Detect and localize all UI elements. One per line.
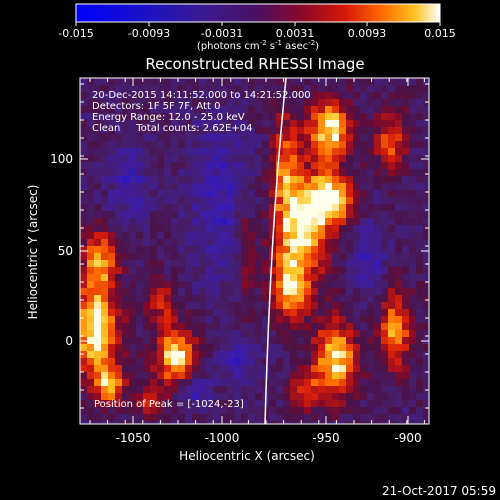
rhessi-image xyxy=(80,78,429,424)
footer-timestamp: 21-Oct-2017 05:59 xyxy=(382,484,496,498)
colorbar xyxy=(75,3,441,23)
y-tick-label: 100 xyxy=(50,152,73,166)
annotation-clean-counts: Clean Total counts: 2.62E+04 xyxy=(92,123,252,134)
y-axis-label: Heliocentric Y (arcsec) xyxy=(26,185,40,320)
colorbar-tick-label: -0.015 xyxy=(58,27,93,40)
annotation-block: 20-Dec-2015 14:11:52.000 to 14:21:52.000… xyxy=(92,90,311,410)
solar-limb-line xyxy=(264,78,287,424)
colorbar-tick-label: 0.0031 xyxy=(276,27,315,40)
y-tick-label: 50 xyxy=(58,244,73,258)
annotation-peak-position: Position of Peak = [-1024,-23] xyxy=(94,399,244,410)
y-tick-label: 0 xyxy=(65,334,73,348)
x-tick-label: -950 xyxy=(312,431,339,445)
x-tick-label: -900 xyxy=(394,431,421,445)
colorbar-tick-label: 0.0093 xyxy=(348,27,387,40)
annotation-energy-range: Energy Range: 12.0 - 25.0 keV xyxy=(92,112,245,123)
colorbar-tick-label: 0.015 xyxy=(424,27,456,40)
colorbar-unit-label: (photons cm-2 s-1 asec-2) xyxy=(197,39,319,52)
annotation-time-range: 20-Dec-2015 14:11:52.000 to 14:21:52.000 xyxy=(92,90,311,101)
x-tick-label: -1050 xyxy=(116,431,151,445)
plot-title: Reconstructed RHESSI Image xyxy=(145,55,364,73)
axis-ticks xyxy=(80,78,429,424)
x-axis-label: Heliocentric X (arcsec) xyxy=(179,449,315,463)
x-tick-label: -1000 xyxy=(205,431,240,445)
annotation-detectors: Detectors: 1F 5F 7F, Att 0 xyxy=(92,101,220,112)
colorbar-ticks xyxy=(75,22,441,26)
colorbar-tick-label: -0.0093 xyxy=(128,27,170,40)
colorbar-tick-label: -0.0031 xyxy=(201,27,243,40)
